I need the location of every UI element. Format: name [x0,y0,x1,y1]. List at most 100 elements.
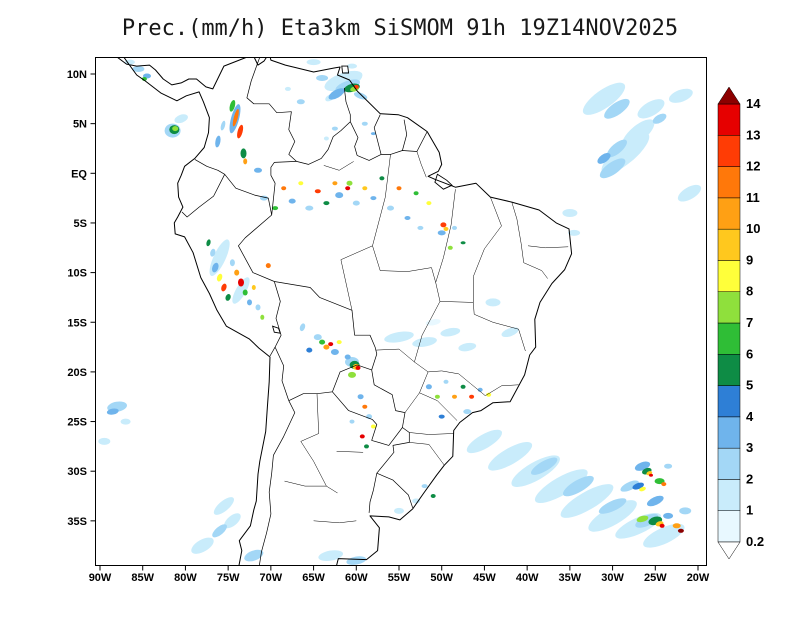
colorbar-tick-label: 1 [746,503,753,518]
precip-cell [606,139,628,158]
precip-cell [215,135,221,148]
country-border [274,281,378,371]
precip-cell [232,277,250,304]
colorbar-segment [717,197,741,230]
precip-cell [106,408,119,415]
precip-cell [664,463,673,469]
colorbar-segment [717,385,741,418]
state-border [300,441,327,487]
state-border [375,348,415,363]
state-border [414,301,441,363]
precip-cell [328,342,334,347]
lon-tick-label: 85W [131,572,154,584]
country-border [332,364,372,392]
precip-cell [281,186,287,191]
precip-cell [604,98,630,119]
precip-cell [319,339,326,345]
precip-cell [132,66,145,72]
colorbar-tick-label: 8 [746,284,753,299]
precipitation-layer [98,59,702,565]
precip-cell [560,484,614,518]
country-border [343,87,351,122]
precip-cell [394,507,404,514]
country-border [181,174,226,218]
precip-cell [210,248,216,257]
precip-cell [357,394,364,400]
precip-cell [387,205,394,211]
precip-cell [661,482,667,487]
state-border [527,245,569,249]
country-border [368,473,378,513]
precip-cell [306,59,321,66]
colorbar-tick-label: 0.2 [746,534,764,549]
country-border [274,346,290,401]
country-border [259,400,296,566]
lon-tick-label: 75W [217,572,240,584]
precip-cell [296,99,305,105]
coastline-path [116,57,573,566]
country-border [376,472,414,509]
precip-cell [314,189,321,194]
precip-cell [430,494,436,498]
country-border [349,121,359,156]
country-border [376,427,410,474]
lon-tick-label: 25W [644,572,667,584]
precip-cell [349,419,355,424]
precip-cell [324,70,363,92]
precip-cell [452,225,457,230]
precip-cell [530,457,558,475]
precip-cell [244,549,264,562]
precip-cell [212,524,227,538]
precip-cell [437,230,446,236]
colorbar-tick-label: 7 [746,315,753,330]
precip-cell [659,523,665,528]
precip-cell [229,99,236,112]
precip-cell [206,239,211,247]
colorbar-segment [717,228,741,261]
precip-cell [668,88,693,103]
precip-cell [247,299,252,306]
precip-cell [384,331,414,343]
precip-cell [284,86,291,91]
precip-cell [413,191,419,196]
precip-cell [318,550,344,561]
precip-cell [124,59,135,65]
state-border [340,259,353,311]
lon-tick-label: 80W [174,572,197,584]
country-border [332,391,403,446]
country-border [273,281,282,348]
colorbar-segment [717,354,741,386]
precip-cell [362,186,368,191]
precip-cell [649,473,653,477]
state-border [409,442,445,466]
precip-cell [460,384,466,389]
precip-cell [225,294,231,301]
lon-tick-label: 70W [260,572,283,584]
precip-cell [370,424,376,429]
country-border [246,57,297,162]
colorbar-segment [717,479,741,511]
precip-cell [229,259,235,267]
precip-cell [466,429,503,454]
precip-cell [240,148,247,159]
precip-cell [417,225,424,230]
precip-cell [443,379,449,384]
axis-ticks: 90W 85W 80W 75W 70W 65W 60W 55W 50W 45W 40W 35W 30W 2… [67,69,710,584]
country-border [224,174,273,216]
basemap-layer [116,57,573,566]
precip-cell [362,404,368,409]
precip-cell [332,181,338,186]
precip-cell [463,409,472,415]
precip-cell [488,442,533,471]
state-border [323,161,354,171]
precip-cell [242,289,248,296]
colorbar-segment [717,322,741,355]
state-border [485,384,519,396]
precip-cell [344,354,351,360]
precip-cell [348,371,356,378]
precip-cell [620,480,639,492]
precip-cell [224,513,241,529]
